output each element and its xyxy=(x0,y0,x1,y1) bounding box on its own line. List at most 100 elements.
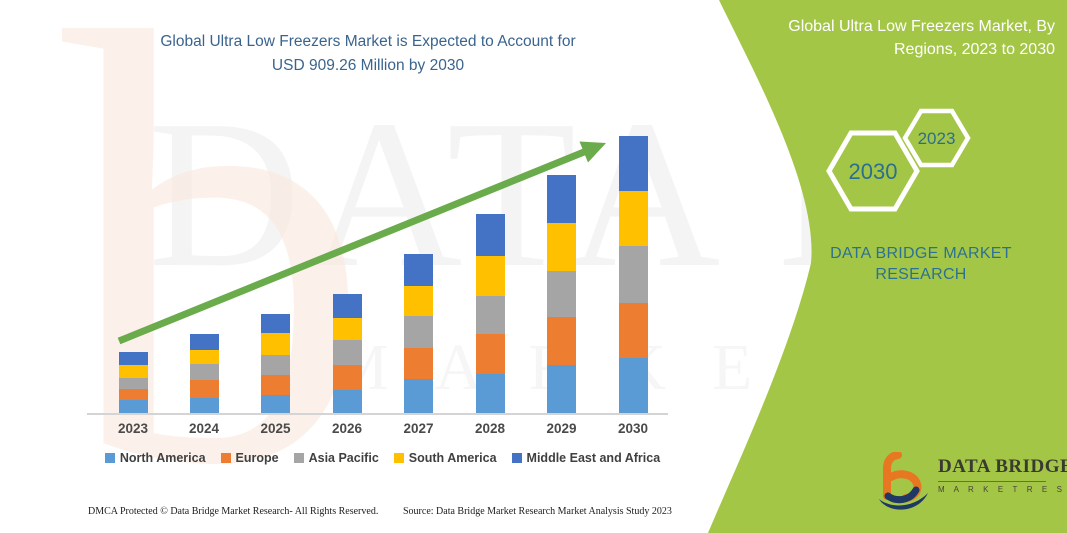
x-axis-label: 2024 xyxy=(188,421,220,436)
bar-segment xyxy=(118,365,148,378)
bar-segment xyxy=(261,395,290,413)
x-axis-label: 2028 xyxy=(474,421,506,436)
legend-item: South America xyxy=(393,451,497,465)
bar-segment xyxy=(547,317,576,365)
bar-segment xyxy=(332,318,362,340)
bar-segment xyxy=(475,256,505,296)
legend-label: Middle East and Africa xyxy=(526,451,661,465)
chart-title-line1: Global Ultra Low Freezers Market is Expe… xyxy=(160,33,576,50)
legend-label: Europe xyxy=(235,451,279,465)
x-axis-label: 2027 xyxy=(403,421,434,436)
bar-segment xyxy=(189,380,219,398)
side-panel-brand-text: DATA BRIDGE MARKET RESEARCH xyxy=(790,243,1052,285)
bar-segment xyxy=(475,374,505,413)
legend-item: Asia Pacific xyxy=(293,451,379,465)
hexagon-2023-label: 2023 xyxy=(918,129,956,148)
legend-label: South America xyxy=(408,451,497,465)
hexagon-2030-badge: 2030 xyxy=(826,130,920,212)
bar-segment xyxy=(475,296,505,334)
legend-item: North America xyxy=(104,451,206,465)
bar-segment xyxy=(618,358,648,413)
bar-segment xyxy=(118,400,148,413)
bar-segment xyxy=(404,379,433,413)
bar-segment xyxy=(189,350,219,364)
stacked-bar-2024 xyxy=(189,334,219,413)
bar-segment xyxy=(618,135,648,191)
stacked-bar-2029 xyxy=(547,175,576,413)
x-axis-label: 2030 xyxy=(617,421,649,436)
bar-segment xyxy=(118,389,148,400)
stacked-bar-2027 xyxy=(404,254,433,413)
bar-segment xyxy=(189,364,219,380)
side-panel-title-line1: Global Ultra Low Freezers Market, By xyxy=(788,18,1055,35)
databridge-b-icon xyxy=(879,452,928,510)
bar-segment xyxy=(618,190,648,246)
legend-swatch xyxy=(393,453,404,463)
trend-arrow-head xyxy=(579,141,606,163)
legend-swatch xyxy=(220,453,231,463)
bar-segment xyxy=(261,375,290,395)
bar-segment xyxy=(475,334,505,374)
databridge-logo-text: DATA BRIDGE M A R K E T R E S E A R C H xyxy=(938,456,1067,494)
bar-segment xyxy=(189,334,219,350)
watermark-b-logo: b xyxy=(62,0,372,533)
bar-segment xyxy=(189,398,219,413)
hexagon-2023-outline xyxy=(902,108,971,168)
brand-text-line2: RESEARCH xyxy=(875,266,967,283)
legend-swatch xyxy=(104,453,115,463)
hexagon-2030-outline xyxy=(826,130,920,212)
bar-segment xyxy=(404,348,433,379)
hexagon-2023-badge: 2023 xyxy=(902,108,971,168)
stacked-bar-2030 xyxy=(618,135,648,413)
stacked-bar-2028 xyxy=(475,214,505,413)
footer-copyright: DMCA Protected © Data Bridge Market Rese… xyxy=(88,506,379,517)
legend-label: North America xyxy=(119,451,206,465)
chart-title: Global Ultra Low Freezers Market is Expe… xyxy=(73,30,663,78)
stacked-bar-2025 xyxy=(261,314,290,413)
x-axis-label: 2025 xyxy=(260,421,291,436)
legend-swatch xyxy=(293,453,304,463)
logo-name: DATA BRIDGE xyxy=(938,456,1067,477)
stacked-bar-2026 xyxy=(332,294,362,413)
bar-segment xyxy=(547,365,576,413)
bar-segment xyxy=(547,271,576,317)
hexagon-2030-label: 2030 xyxy=(849,159,898,184)
legend-item: Europe xyxy=(220,451,279,465)
legend-label: Asia Pacific xyxy=(308,451,379,465)
bar-segment xyxy=(332,390,362,413)
chart-title-line2: USD 909.26 Million by 2030 xyxy=(271,57,465,74)
x-axis-label: 2026 xyxy=(331,421,363,436)
bar-segment xyxy=(261,355,290,375)
bar-segment xyxy=(261,314,290,333)
bar-segment xyxy=(118,378,148,389)
side-panel-title: Global Ultra Low Freezers Market, By Reg… xyxy=(725,15,1055,61)
bar-segment xyxy=(261,333,290,355)
bar-segment xyxy=(547,223,576,271)
bar-segment xyxy=(332,294,362,318)
x-axis-label: 2029 xyxy=(546,421,577,436)
legend-item: Middle East and Africa xyxy=(511,451,661,465)
bar-segment xyxy=(404,286,433,316)
footer-source: Source: Data Bridge Market Research Mark… xyxy=(403,506,672,517)
bar-segment xyxy=(475,214,505,256)
logo-divider xyxy=(938,481,1046,482)
bar-segment xyxy=(332,340,362,365)
bar-segment xyxy=(547,175,576,223)
bar-segment xyxy=(118,352,148,365)
legend-swatch xyxy=(511,453,522,463)
x-axis-line xyxy=(87,413,668,415)
stacked-bar-2023 xyxy=(118,352,148,413)
logo-subtext: M A R K E T R E S E A R C H xyxy=(938,485,1067,494)
side-panel-title-line2: Regions, 2023 to 2030 xyxy=(893,41,1055,58)
bar-segment xyxy=(618,303,648,358)
bar-segment xyxy=(404,316,433,348)
bar-segment xyxy=(618,245,648,303)
side-panel-background xyxy=(708,0,1067,533)
chart-legend: North America Europe Asia Pacific South Ame… xyxy=(80,451,685,465)
bar-segment xyxy=(404,254,433,286)
brand-text-line1: DATA BRIDGE MARKET xyxy=(830,245,1012,262)
bar-segment xyxy=(332,365,362,390)
